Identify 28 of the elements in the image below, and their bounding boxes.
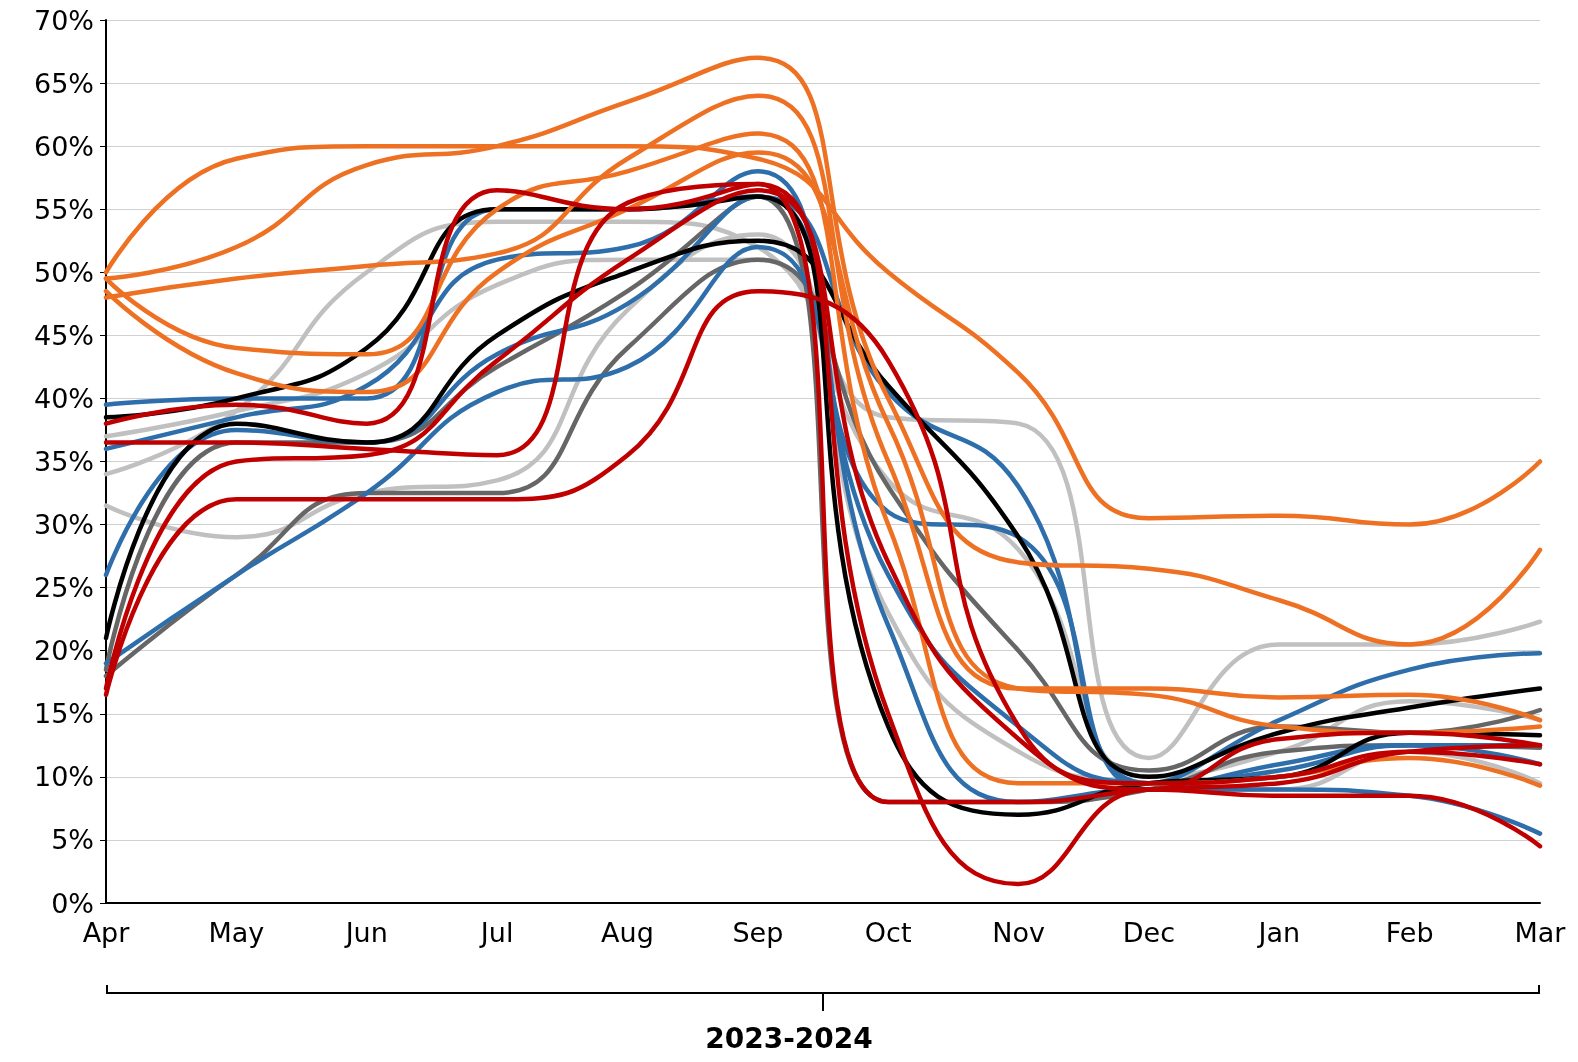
x-tick-label: May [208, 917, 265, 948]
y-tick-label: 55% [33, 193, 94, 225]
x-tick-label: Nov [992, 917, 1045, 948]
x-tick-label: Aug [601, 917, 654, 948]
y-tick-label: 10% [33, 761, 94, 793]
x-tick-label: Mar [1514, 917, 1567, 948]
y-tick-label: 30% [33, 509, 94, 541]
y-tick-label: 50% [33, 256, 94, 288]
y-tick-label: 5% [51, 824, 94, 856]
y-tick-label: 45% [33, 319, 94, 351]
x-tick-label: Apr [82, 917, 131, 948]
x-tick-label: Jul [478, 917, 514, 948]
x-tick-label: Oct [864, 917, 912, 948]
y-tick-label: 20% [33, 635, 94, 667]
y-tick-label: 60% [33, 130, 94, 162]
x-tick-label: Dec [1122, 917, 1176, 948]
y-tick-label: 70% [33, 4, 94, 36]
y-tick-label: 35% [33, 446, 94, 477]
x-tick-label: Feb [1385, 917, 1434, 948]
x-axis-title: 2023-2024 [704, 1022, 874, 1055]
x-tick-label: Sep [732, 917, 784, 948]
x-tick-label: Jan [1256, 917, 1301, 948]
y-tick-label: 40% [33, 382, 94, 414]
y-tick-label: 0% [51, 887, 94, 919]
x-tick-label: Jun [343, 917, 388, 948]
y-tick-label: 15% [33, 698, 94, 730]
y-tick-label: 25% [33, 572, 94, 604]
y-tick-label: 65% [33, 67, 94, 99]
